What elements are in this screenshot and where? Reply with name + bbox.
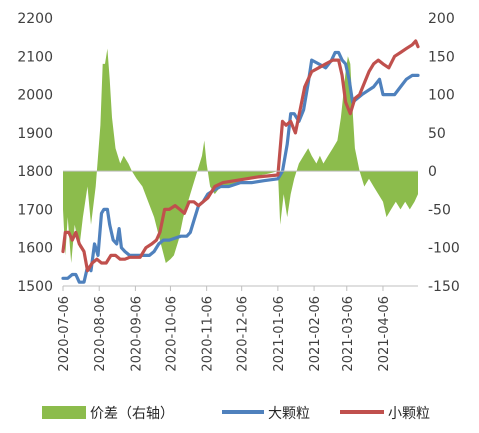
spread-area-layer — [63, 48, 418, 263]
legend-label-small: 小颗粒 — [388, 406, 430, 422]
y-right-tick-label: -150 — [428, 279, 460, 295]
spread-area — [63, 48, 418, 263]
y-left-tick-label: 2200 — [17, 11, 53, 27]
y-right-tick-label: 200 — [428, 11, 455, 27]
lines-layer — [61, 39, 420, 284]
y-left-tick-label: 1700 — [17, 202, 53, 218]
x-tick-label: 2021-01-06 — [272, 296, 287, 372]
legend: 价差（右轴） 大颗粒 小颗粒 — [42, 406, 430, 422]
y-left-tick-label: 1600 — [17, 241, 53, 257]
x-tick-label: 2020-07-06 — [57, 296, 72, 372]
y-left-tick-label: 2100 — [17, 49, 53, 65]
legend-swatch-spread — [42, 406, 86, 419]
y-left-tick-label: 1800 — [17, 164, 53, 180]
legend-label-large: 大颗粒 — [268, 406, 310, 422]
y-right-tick-label: -50 — [428, 202, 451, 218]
y-right-tick-label: 50 — [428, 126, 446, 142]
x-tick-label: 2021-04-06 — [377, 296, 392, 372]
x-tick-label: 2021-02-06 — [308, 296, 323, 372]
x-tick-label: 2020-08-06 — [93, 296, 108, 372]
legend-label-spread: 价差（右轴） — [90, 406, 174, 422]
axes-layer: 15001600170018001900200021002200-150-100… — [17, 11, 459, 372]
small-particle-line — [61, 39, 420, 273]
x-tick-label: 2020-11-06 — [201, 296, 216, 372]
y-right-tick-label: 0 — [428, 164, 437, 180]
x-tick-label: 2020-10-06 — [164, 296, 179, 372]
x-tick-label: 2020-12-06 — [236, 296, 251, 372]
y-left-tick-label: 1500 — [17, 279, 53, 295]
x-tick-label: 2021-03-06 — [341, 296, 356, 372]
x-tick-label: 2020-09-06 — [129, 296, 144, 372]
y-left-tick-label: 2000 — [17, 88, 53, 104]
y-right-tick-label: -100 — [428, 241, 460, 257]
y-right-tick-label: 150 — [428, 49, 455, 65]
y-left-tick-label: 1900 — [17, 126, 53, 142]
y-right-tick-label: 100 — [428, 88, 455, 104]
